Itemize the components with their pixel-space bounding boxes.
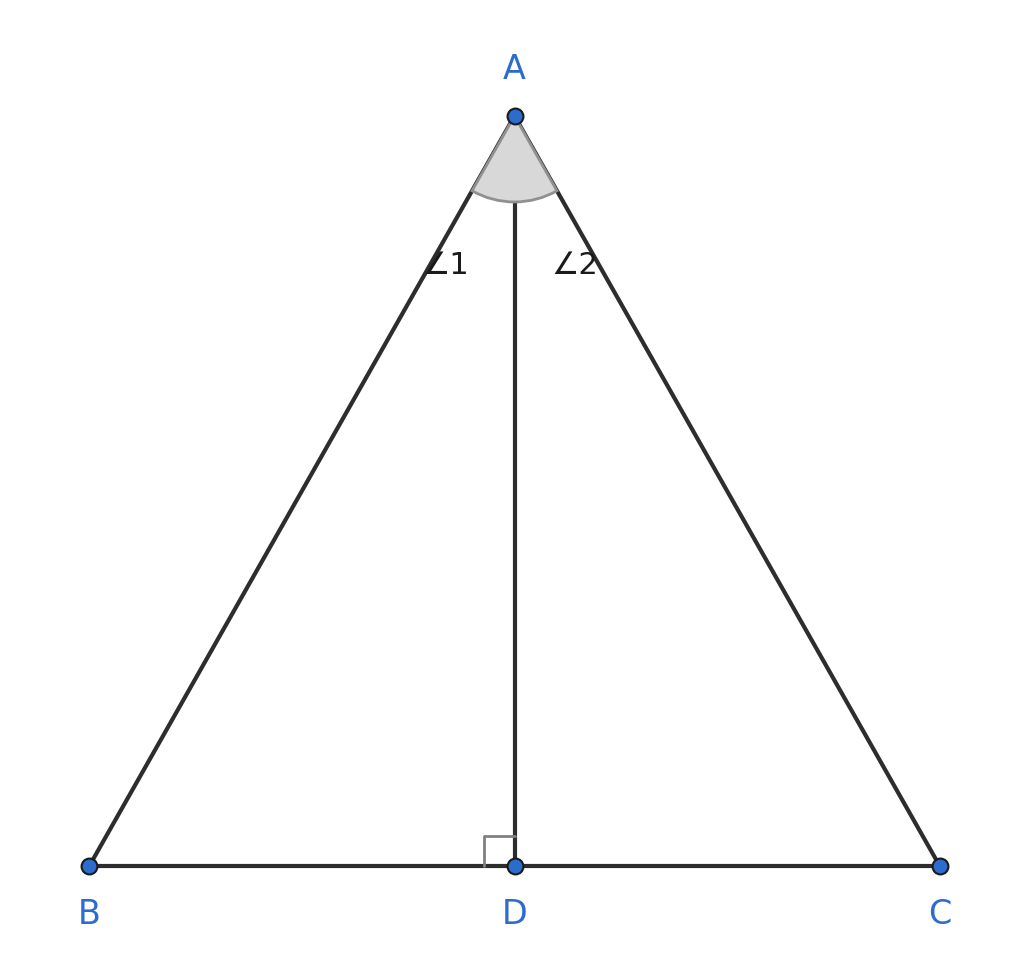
Wedge shape <box>472 117 557 203</box>
Point <box>81 859 98 874</box>
Text: C: C <box>928 897 952 930</box>
Text: B: B <box>77 897 101 930</box>
Point <box>506 859 523 874</box>
Point <box>506 109 523 125</box>
Text: ∠1: ∠1 <box>422 250 469 279</box>
Point <box>931 859 948 874</box>
Text: A: A <box>503 53 526 86</box>
Text: D: D <box>501 897 528 930</box>
Text: ∠2: ∠2 <box>552 250 598 279</box>
